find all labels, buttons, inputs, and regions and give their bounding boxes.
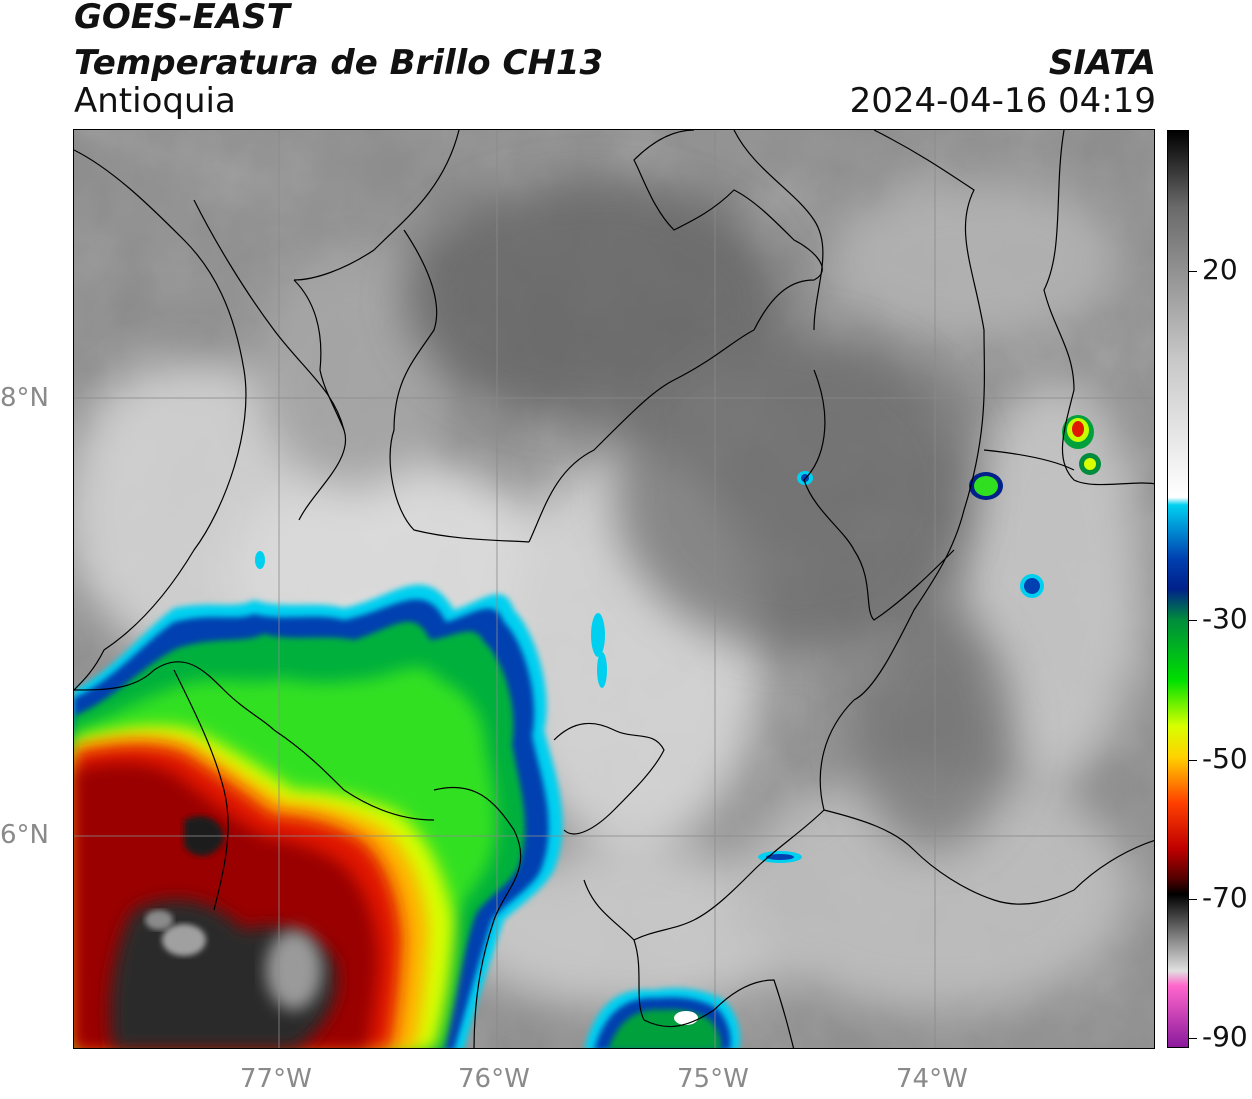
organization-label: SIATA [1048,43,1156,83]
colorbar-tick-neg70 [1189,899,1197,900]
lat-label-6n: 6°N [0,820,49,850]
colorbar-label-neg90: -90 [1202,1020,1248,1053]
convective-cell-northeast [255,415,1101,863]
lat-label-8n: 8°N [0,383,49,413]
graticule [74,130,1154,1048]
colorbar-fill [1168,131,1188,1047]
product-title: Temperatura de Brillo CH13 [74,43,604,83]
colorbar [1167,130,1189,1048]
colorbar-label-neg50: -50 [1202,742,1248,775]
colorbar-tick-20 [1189,271,1197,272]
colorbar-label-20: 20 [1202,253,1238,286]
lon-label-77w: 77°W [240,1064,312,1094]
administrative-boundaries [74,130,1154,1048]
region-label: Antioquia [74,81,236,121]
colorbar-gradient [1168,131,1188,1047]
satellite-title: GOES-EAST [74,0,290,37]
timestamp-label: 2024-04-16 04:19 [849,81,1156,121]
lon-label-76w: 76°W [458,1064,530,1094]
convective-cell-south [584,988,741,1048]
colorbar-tick-neg30 [1189,620,1197,621]
lon-label-75w: 75°W [677,1064,749,1094]
colorbar-label-neg30: -30 [1202,602,1248,635]
colorbar-tick-neg50 [1189,760,1197,761]
colorbar-label-neg70: -70 [1202,881,1248,914]
lon-label-74w: 74°W [896,1064,968,1094]
colorbar-tick-neg90 [1189,1038,1197,1039]
convective-system-southwest [74,584,563,1048]
brightness-temperature-field [74,130,1154,1048]
satellite-map [73,129,1155,1049]
